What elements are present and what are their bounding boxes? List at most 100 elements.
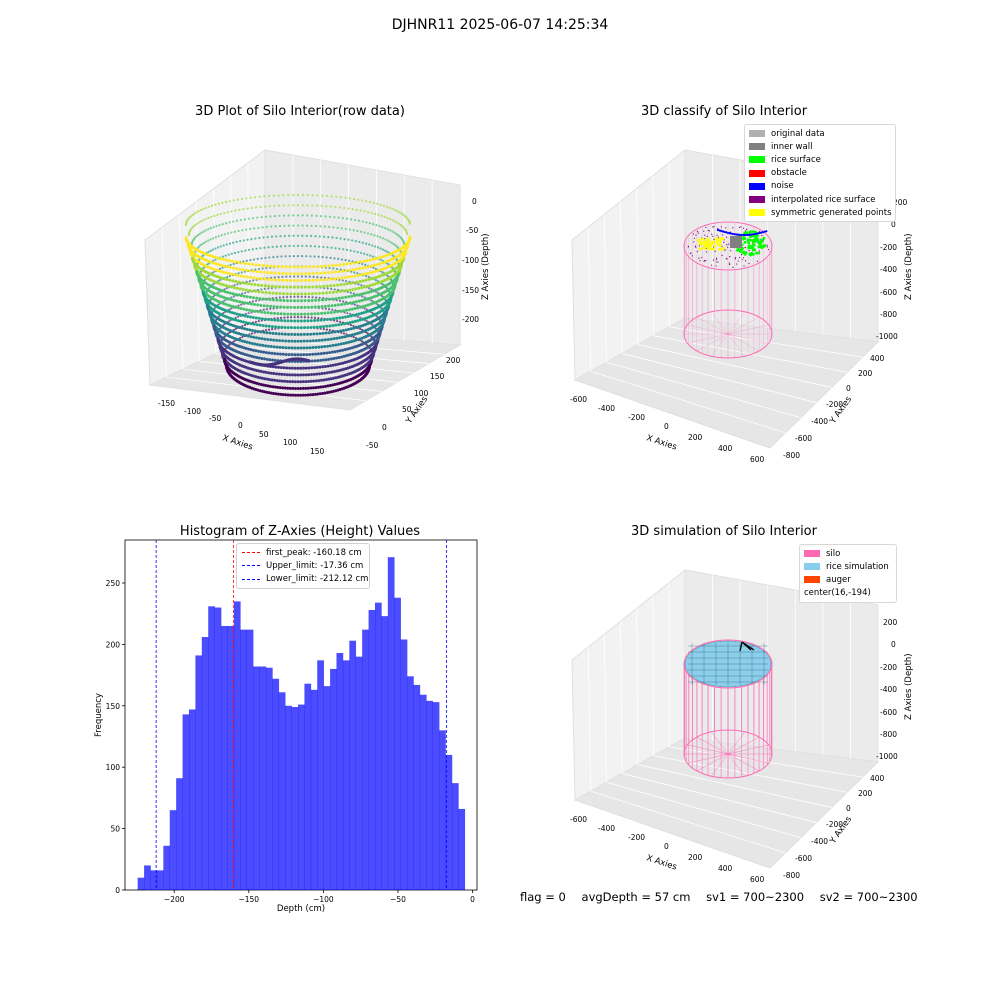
data-point [344, 276, 347, 279]
data-point [367, 278, 370, 281]
data-point [253, 258, 255, 260]
data-point [225, 222, 227, 224]
data-point [293, 279, 296, 282]
data-point [227, 232, 229, 234]
data-point [257, 330, 260, 333]
data-point [300, 306, 303, 309]
data-point [342, 263, 345, 266]
data-point [386, 206, 388, 208]
data-point [331, 264, 334, 267]
histogram-bar [240, 630, 247, 890]
data-point [358, 220, 360, 222]
data-point [305, 255, 307, 257]
data-point [384, 216, 386, 218]
data-point [339, 290, 342, 293]
data-point [260, 337, 263, 340]
data-point [300, 279, 303, 282]
data-point [319, 272, 322, 275]
data-point [300, 326, 303, 329]
data-point [225, 284, 228, 287]
symmetric-point [716, 238, 719, 241]
data-point [327, 236, 329, 238]
data-point [287, 319, 290, 322]
y-tick-label: 250 [106, 579, 121, 588]
data-point [323, 372, 326, 375]
data-point [359, 306, 362, 309]
data-point [208, 206, 210, 208]
data-point [343, 302, 346, 305]
data-point [304, 296, 306, 298]
data-point [236, 287, 239, 290]
data-point [362, 292, 365, 295]
data-point [255, 336, 258, 339]
data-point [234, 260, 237, 263]
data-point [275, 235, 277, 237]
data-point [283, 380, 286, 383]
data-point [348, 288, 351, 291]
data-point [341, 258, 343, 260]
data-point [290, 296, 292, 298]
p2-xtick: -600 [570, 395, 587, 404]
data-point [342, 217, 344, 219]
data-point [283, 306, 286, 309]
data-point [351, 321, 354, 324]
data-point [363, 285, 366, 288]
data-point [239, 307, 242, 310]
data-point [311, 353, 314, 356]
data-point [321, 305, 324, 308]
interpolated-point [746, 229, 747, 230]
data-point [248, 269, 251, 272]
data-point [342, 279, 344, 281]
interpolated-point [740, 226, 741, 227]
data-point [275, 292, 278, 295]
data-point [373, 264, 376, 267]
symmetric-point [699, 247, 702, 250]
data-point [363, 298, 366, 301]
interpolated-point [730, 250, 731, 251]
data-point [307, 380, 310, 383]
data-point [365, 200, 367, 202]
rice-point [747, 242, 750, 245]
data-point [297, 272, 300, 275]
data-point [293, 333, 296, 336]
data-point [266, 311, 269, 314]
data-point [345, 280, 347, 282]
inner-wall-patch [730, 236, 742, 248]
data-point [374, 270, 377, 273]
data-point [240, 294, 243, 297]
data-point [343, 332, 345, 334]
data-point [314, 353, 317, 356]
data-point [284, 235, 286, 237]
data-point [324, 365, 327, 368]
data-point [326, 285, 329, 288]
data-point [266, 358, 269, 361]
data-point [297, 279, 300, 282]
data-point [252, 270, 255, 273]
data-point [289, 265, 292, 268]
data-point [307, 373, 310, 376]
data-point [356, 319, 359, 322]
data-point [307, 292, 310, 295]
data-point [339, 206, 341, 208]
data-point [270, 278, 273, 281]
data-point [350, 292, 352, 294]
legend-line [242, 552, 260, 553]
data-point [304, 292, 307, 295]
data-point [389, 218, 391, 220]
histogram-bar [458, 809, 465, 890]
data-point [277, 272, 280, 275]
data-point [260, 206, 262, 208]
data-point [363, 296, 365, 298]
data-point [247, 335, 250, 338]
data-point [254, 196, 256, 198]
data-point [231, 292, 234, 295]
data-point [378, 262, 381, 265]
data-point [227, 272, 230, 275]
data-point [280, 317, 282, 319]
data-point [322, 256, 324, 258]
data-point [238, 268, 241, 271]
data-point [396, 210, 398, 212]
data-point [286, 306, 289, 309]
data-point [286, 313, 289, 316]
p1-xtick: -50 [209, 414, 221, 423]
